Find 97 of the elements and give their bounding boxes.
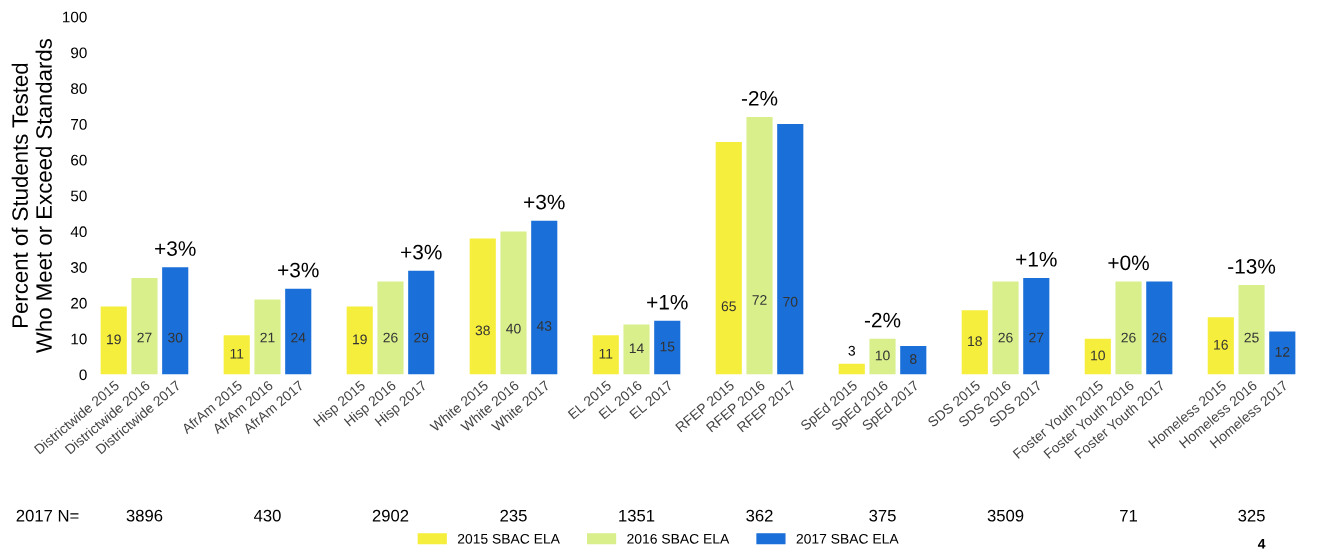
y-tick-label: 90 <box>71 47 87 59</box>
data-label: 65 <box>721 301 736 312</box>
data-label: 19 <box>353 334 367 345</box>
bar <box>100 306 127 375</box>
text: 235 <box>500 509 527 522</box>
y-tick-label: 20 <box>71 297 87 309</box>
bar <box>1146 281 1173 375</box>
bar <box>285 288 312 375</box>
text: 71 <box>1120 509 1137 522</box>
bar <box>131 277 158 375</box>
annotation: +3% <box>524 194 565 210</box>
data-label: 15 <box>660 341 675 352</box>
data-label: 8 <box>910 354 917 364</box>
y-axis-title: Percent of Students Tested Who Meet or Exceed Standards <box>11 38 52 354</box>
data-label: 43 <box>536 321 552 331</box>
y-tick-label: 10 <box>71 333 87 345</box>
legend-label: 2016 SBAC ELA <box>627 533 730 544</box>
y-tick-label: 70 <box>71 118 87 130</box>
bar <box>777 124 804 375</box>
bar <box>1023 277 1050 375</box>
y-tick-label: 100 <box>63 11 87 23</box>
bar <box>346 306 373 375</box>
bar <box>654 320 681 375</box>
bar <box>592 335 619 375</box>
text: 2902 <box>372 509 409 522</box>
bar <box>1207 317 1234 375</box>
data-label: 11 <box>599 348 613 359</box>
data-label: 26 <box>1121 332 1136 343</box>
bar <box>254 299 281 375</box>
y-tick-label: 50 <box>70 190 87 202</box>
legend-label: 2017 SBAC ELA <box>796 533 899 544</box>
data-label: 11 <box>230 348 244 359</box>
data-label: 40 <box>506 323 521 334</box>
bar <box>623 324 650 375</box>
data-label: 27 <box>1029 332 1044 343</box>
annotation: +3% <box>401 244 442 260</box>
text: 4 <box>1257 539 1266 549</box>
bar <box>746 116 773 375</box>
text: 1351 <box>619 509 655 522</box>
data-label: 38 <box>475 325 490 336</box>
bar <box>500 231 527 375</box>
y-tick-label: 60 <box>71 154 87 166</box>
data-label: 21 <box>260 332 275 343</box>
data-label: 26 <box>998 332 1013 343</box>
data-label: 24 <box>291 332 306 343</box>
y-tick-label: 0 <box>79 369 87 381</box>
y-tick-label: 30 <box>70 262 87 273</box>
text: 375 <box>869 509 896 522</box>
bar <box>162 267 189 375</box>
bar <box>469 238 496 375</box>
bar <box>1238 285 1265 375</box>
text: 3896 <box>126 509 163 522</box>
y-tick-label: 80 <box>71 83 87 95</box>
annotation: +0% <box>1108 255 1149 271</box>
annotation: -2% <box>864 312 901 328</box>
data-label: 27 <box>137 332 152 343</box>
data-label: 26 <box>1152 332 1167 343</box>
annotation: +3% <box>155 241 196 256</box>
data-label: 10 <box>875 350 890 361</box>
bar <box>1115 281 1142 375</box>
bar <box>992 281 1019 375</box>
bar <box>869 338 896 375</box>
data-label: 72 <box>752 295 767 305</box>
bar <box>1084 338 1111 375</box>
text: 430 <box>253 509 281 522</box>
y-tick-label: 40 <box>70 226 87 238</box>
bar <box>1269 331 1296 375</box>
data-label: 30 <box>168 332 183 343</box>
bar <box>377 281 404 375</box>
data-label: 19 <box>107 334 121 345</box>
data-label: 12 <box>1275 346 1290 357</box>
data-label: 26 <box>383 332 398 343</box>
text: 362 <box>746 509 773 522</box>
bar <box>961 310 988 375</box>
data-label: 18 <box>968 336 982 347</box>
legend-label: 2015 SBAC ELA <box>457 533 560 544</box>
bar <box>223 335 250 375</box>
text: 325 <box>1238 509 1265 522</box>
data-label: 70 <box>783 296 798 307</box>
bar <box>900 345 927 375</box>
annotation: +1% <box>647 294 688 310</box>
annotation: +3% <box>278 262 319 278</box>
data-label: 29 <box>414 332 429 343</box>
text: 2017 N= <box>16 509 79 522</box>
bar <box>715 141 742 375</box>
data-label: 10 <box>1091 350 1105 361</box>
bar <box>838 363 865 375</box>
data-label: 14 <box>629 343 644 354</box>
annotation: +1% <box>1016 252 1057 267</box>
bar <box>408 270 435 375</box>
text: 3509 <box>987 509 1024 522</box>
data-label: 3 <box>848 345 856 356</box>
data-label: 16 <box>1214 339 1228 350</box>
bar <box>531 220 558 375</box>
annotation: -13% <box>1228 259 1276 274</box>
annotation: -2% <box>741 90 778 106</box>
data-label: 25 <box>1244 332 1259 343</box>
